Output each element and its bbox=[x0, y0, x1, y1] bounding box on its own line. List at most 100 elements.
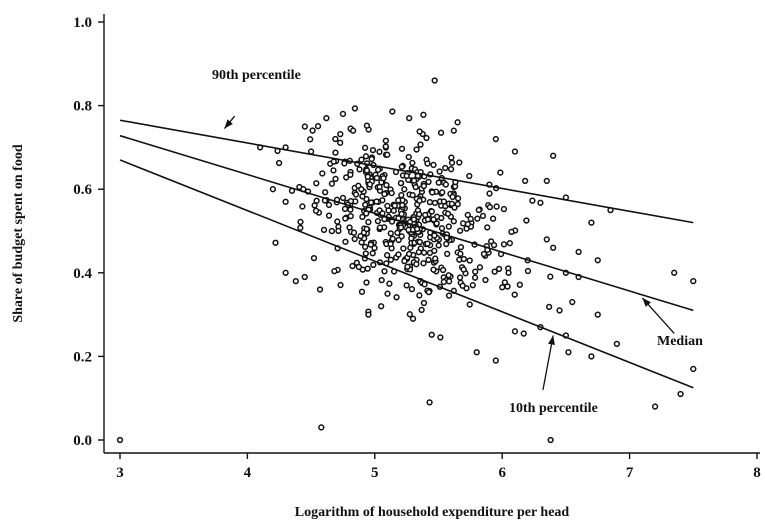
scatter-point bbox=[309, 127, 316, 134]
scatter-point bbox=[282, 269, 289, 276]
scatter-point bbox=[490, 241, 498, 249]
scatter-point bbox=[342, 215, 349, 222]
scatter-point bbox=[422, 211, 429, 219]
scatter-point bbox=[349, 127, 357, 134]
scatter-point bbox=[311, 202, 318, 209]
scatter-point bbox=[537, 199, 544, 206]
scatter-point bbox=[594, 257, 601, 264]
scatter-point bbox=[433, 220, 440, 227]
scatter-point bbox=[398, 192, 405, 199]
scatter-point bbox=[409, 159, 416, 167]
scatter-point bbox=[450, 127, 457, 134]
scatter-point bbox=[330, 158, 337, 165]
scatter-point bbox=[363, 225, 370, 233]
scatter-point bbox=[420, 299, 428, 307]
scatter-point bbox=[358, 288, 366, 295]
scatter-point bbox=[299, 203, 306, 210]
scatter-point bbox=[275, 159, 283, 167]
scatter-point bbox=[316, 286, 324, 293]
scatter-point bbox=[339, 110, 347, 118]
scatter-point bbox=[332, 149, 339, 156]
scatter-point bbox=[529, 197, 536, 204]
scatter-point bbox=[398, 145, 406, 152]
scatter-point bbox=[406, 114, 413, 122]
scatter-point bbox=[347, 206, 354, 213]
scatter-point bbox=[401, 257, 408, 265]
scatter-point bbox=[550, 152, 557, 159]
scatter-point bbox=[436, 168, 443, 175]
scatter-point bbox=[365, 311, 372, 318]
scatter-point bbox=[504, 283, 511, 290]
scatter-point bbox=[464, 220, 471, 228]
scatter-point bbox=[401, 186, 408, 193]
y-tick-label: 0.0 bbox=[73, 433, 92, 449]
annotation-arrow bbox=[542, 335, 554, 390]
scatter-point bbox=[550, 244, 557, 251]
scatter-point bbox=[484, 224, 491, 231]
scatter-point bbox=[447, 166, 455, 173]
scatter-point bbox=[437, 334, 444, 341]
scatter-point bbox=[358, 186, 365, 193]
scatter-point bbox=[367, 199, 375, 206]
scatter-point bbox=[337, 281, 344, 289]
scatter-point bbox=[486, 204, 494, 211]
scatter-point bbox=[677, 390, 684, 398]
scatter-point bbox=[425, 288, 432, 296]
scatter-point bbox=[301, 123, 309, 130]
scatter-point bbox=[390, 207, 397, 214]
scatter-point bbox=[318, 424, 325, 431]
scatter-point bbox=[410, 216, 418, 223]
percentile-line bbox=[119, 119, 694, 224]
scatter-point bbox=[547, 273, 554, 280]
scatter-point bbox=[408, 235, 415, 242]
scatter-point bbox=[448, 159, 456, 166]
scatter-point bbox=[334, 218, 341, 225]
scatter-point bbox=[339, 194, 347, 202]
scatter-point bbox=[399, 201, 406, 209]
scatter-point bbox=[413, 146, 420, 153]
scatter-point bbox=[489, 215, 497, 222]
scatter-point bbox=[425, 178, 432, 186]
scatter-point bbox=[428, 331, 435, 338]
annotations-layer: 90th percentile Median 10th percentile bbox=[212, 68, 703, 416]
scatter-point bbox=[476, 264, 484, 271]
scatter-point bbox=[366, 181, 374, 188]
scatter-point bbox=[341, 205, 349, 213]
scatter-point bbox=[690, 278, 697, 285]
scatter-point bbox=[371, 244, 378, 252]
scatter-point bbox=[466, 257, 473, 264]
scatter-point bbox=[575, 248, 582, 256]
y-axis-ticks: 0.0 0.2 0.4 0.6 0.8 1.0 bbox=[73, 15, 104, 449]
scatter-point bbox=[492, 357, 499, 364]
scatter-point bbox=[382, 143, 389, 150]
scatter-point bbox=[358, 156, 365, 163]
scatter-point bbox=[292, 278, 299, 285]
scatter-point bbox=[500, 241, 508, 248]
x-tick-label: 3 bbox=[116, 465, 124, 481]
scatter-point bbox=[545, 303, 553, 311]
scatter-point bbox=[556, 307, 563, 314]
scatter-point bbox=[456, 274, 464, 281]
scatter-point bbox=[651, 403, 659, 410]
scatter-point bbox=[482, 276, 489, 284]
scatter-point bbox=[362, 243, 369, 251]
scatter-point bbox=[521, 177, 529, 184]
scatter-point bbox=[424, 216, 432, 223]
scatter-point bbox=[356, 166, 363, 173]
scatter-point bbox=[359, 193, 366, 200]
scatter-point bbox=[671, 269, 678, 276]
scatter-point bbox=[331, 268, 338, 275]
scatter-point bbox=[343, 174, 350, 181]
scatter-point bbox=[415, 211, 423, 218]
scatter-point bbox=[413, 261, 420, 268]
scatter-point bbox=[400, 245, 407, 252]
scatter-point bbox=[475, 206, 482, 214]
scatter-point bbox=[442, 164, 449, 172]
scatter-point bbox=[355, 263, 362, 271]
scatter-point bbox=[511, 328, 519, 335]
scatter-point bbox=[325, 201, 333, 209]
scatter-point bbox=[460, 266, 467, 273]
scatter-point bbox=[395, 251, 402, 258]
scatter-point bbox=[444, 250, 451, 258]
